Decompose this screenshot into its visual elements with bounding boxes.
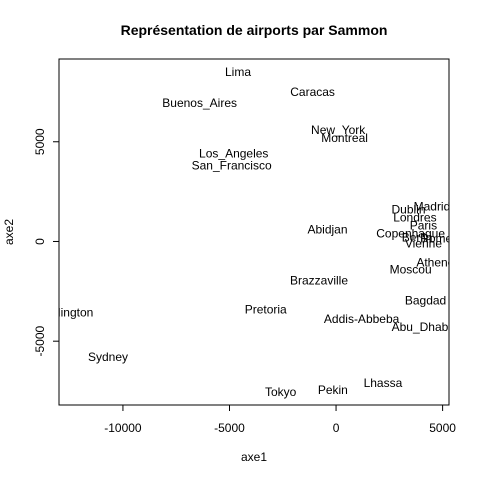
point-label: Montreal <box>321 131 368 145</box>
point-label: Paris <box>410 219 437 233</box>
point-label: Wellington <box>37 305 93 319</box>
point-label: Tokyo <box>265 385 297 399</box>
point-label: Berlin <box>402 230 433 244</box>
x-tick-label: -10000 <box>104 421 142 435</box>
chart-title: Représentation de airports par Sammon <box>121 22 388 38</box>
point-label: Caracas <box>290 85 335 99</box>
y-tick-label: 0 <box>33 238 47 245</box>
x-axis-label: axe1 <box>241 450 267 464</box>
point-label: Rome <box>420 231 452 245</box>
point-label: Lhassa <box>364 376 403 390</box>
y-axis-label: axe2 <box>2 219 16 245</box>
point-label: Abidjan <box>308 223 348 237</box>
y-tick-label: 5000 <box>33 128 47 155</box>
point-label: San_Francisco <box>192 159 272 173</box>
x-tick-label: 5000 <box>429 421 456 435</box>
point-label: Madrid <box>414 200 451 214</box>
x-tick-label: -5000 <box>214 421 245 435</box>
point-label: Addis-Abbeba <box>324 312 400 326</box>
point-label: Pretoria <box>245 302 287 316</box>
y-tick-label: -5000 <box>33 326 47 357</box>
point-label: Lima <box>225 65 251 79</box>
point-label: Pekin <box>318 383 348 397</box>
point-label: Dublin <box>391 203 425 217</box>
point-label: Abu_Dhabi <box>392 320 451 334</box>
point-label: Los_Angeles <box>199 147 268 161</box>
x-tick-label: 0 <box>333 421 340 435</box>
point-label: Bagdad <box>405 293 446 307</box>
y-axis: -5000 0 5000 <box>33 128 60 357</box>
point-label: New_York <box>311 123 366 137</box>
point-label: Athenes <box>416 255 460 269</box>
x-axis: -10000 -5000 0 5000 <box>104 404 456 435</box>
point-label: Buenos_Aires <box>162 96 237 110</box>
point-label: Londres <box>393 211 436 225</box>
point-label: Copenhague <box>376 226 445 240</box>
point-label: Vienne <box>405 236 442 250</box>
point-label: Sydney <box>88 350 128 364</box>
point-label: Brazzaville <box>290 273 348 287</box>
point-label: Moscou <box>390 262 432 276</box>
